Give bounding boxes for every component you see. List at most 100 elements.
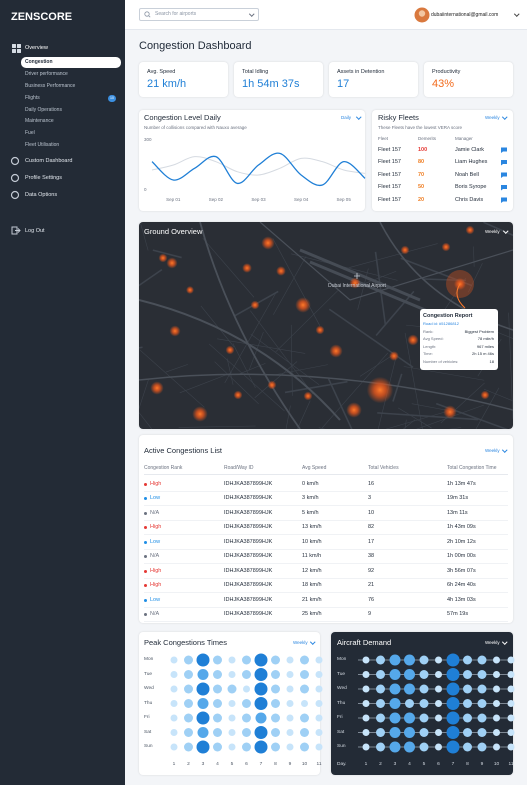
- submenu-item[interactable]: Driver performance: [25, 71, 68, 78]
- submenu-item[interactable]: Fleet Utilisation: [25, 142, 60, 148]
- submenu-item[interactable]: Fuel: [25, 130, 35, 137]
- manager-name: Liam Hughes: [455, 159, 488, 166]
- column-label: 1: [172, 762, 176, 768]
- period-dropdown[interactable]: Weekly: [485, 448, 500, 454]
- period-dropdown[interactable]: Weekly: [485, 229, 500, 235]
- active-menu-pill[interactable]: [21, 57, 121, 68]
- table-cell: 0 km/h: [302, 480, 319, 487]
- fleet-name: Fleet 157: [378, 184, 401, 191]
- table-cell: 5 km/h: [302, 509, 319, 516]
- report-label: Number of vehicles:: [423, 358, 459, 364]
- table-divider: [144, 474, 508, 475]
- card-title: Peak Congestions Times: [144, 638, 227, 648]
- search-box[interactable]: [139, 8, 259, 21]
- congestion-rank: High: [150, 524, 162, 531]
- kpi-card: [424, 62, 513, 97]
- x-tick-label: Sep 02: [208, 197, 224, 203]
- row-divider: [144, 534, 508, 535]
- row-divider: [144, 505, 508, 506]
- column-label: 9: [288, 762, 292, 768]
- day-label: Tue: [337, 671, 346, 677]
- fleet-name: Fleet 157: [378, 171, 401, 178]
- manager-name: Boris Syrope: [455, 184, 487, 191]
- menu-item[interactable]: Data Options: [25, 191, 58, 198]
- logo: ZENSCORE: [11, 11, 73, 24]
- congestion-rank: Low: [150, 596, 161, 603]
- column-label: 5: [230, 762, 234, 768]
- period-dropdown[interactable]: Weekly: [485, 115, 500, 121]
- period-dropdown[interactable]: Weekly: [485, 640, 500, 646]
- map-label: Dubai International Airport: [328, 282, 386, 289]
- table-cell: 3h 56m 07s: [447, 567, 476, 574]
- card-title: Risky Fleets: [378, 113, 419, 123]
- period-dropdown[interactable]: Weekly: [293, 640, 308, 646]
- page-title: Congestion Dashboard: [139, 40, 252, 53]
- submenu-item[interactable]: Flights: [25, 94, 40, 101]
- congestion-rank: Low: [150, 538, 161, 545]
- submenu-item[interactable]: Congestion: [25, 59, 53, 66]
- report-value: 967 miles: [476, 343, 494, 349]
- table-cell: 4h 13m 03s: [447, 596, 476, 603]
- table-cell: 11 km/h: [302, 553, 322, 560]
- table-cell: 19m 31s: [447, 495, 469, 502]
- y-tick-label: 300: [144, 137, 152, 143]
- kpi-value: 21 km/h: [147, 78, 187, 91]
- x-tick-label: Sep 03: [251, 197, 266, 203]
- row-divider: [144, 577, 508, 579]
- fleet-name: Fleet 157: [378, 159, 401, 166]
- rank-dot: [144, 613, 147, 616]
- menu-item[interactable]: Profile Settings: [25, 174, 62, 181]
- kpi-card: [329, 62, 418, 97]
- table-cell: 92: [368, 567, 375, 574]
- y-tick-label: 0: [144, 187, 147, 193]
- table-cell: 57m 19s: [447, 611, 469, 618]
- report-value: 78 mile/h: [477, 336, 494, 342]
- column-label: 11: [508, 762, 514, 768]
- day-label: Fri: [337, 715, 343, 721]
- day-label: Mon: [337, 657, 347, 663]
- rank-dot: [144, 497, 147, 500]
- menu-item[interactable]: Log Out: [25, 227, 45, 234]
- flights-badge: [108, 94, 116, 102]
- day-label: Sun: [337, 744, 346, 750]
- congestion-rank: Low: [150, 495, 161, 502]
- day-label: Thu: [337, 700, 346, 706]
- table-cell: 1h 13m 47s: [447, 480, 476, 487]
- table-cell: 3: [368, 495, 372, 502]
- row-divider: [144, 519, 508, 521]
- menu-item[interactable]: Overview: [25, 44, 48, 51]
- period-dropdown[interactable]: Daily: [341, 115, 352, 121]
- badge-count: 10: [110, 96, 114, 101]
- table-cell: 16: [368, 480, 375, 487]
- demerits: 100: [418, 146, 428, 153]
- card-title: Active Congestions List: [144, 446, 222, 456]
- menu-item[interactable]: Custom Dashboard: [25, 157, 73, 164]
- table-cell: 10 km/h: [302, 538, 322, 545]
- kpi-card: [139, 62, 228, 97]
- submenu-item[interactable]: Daily Operations: [25, 106, 62, 113]
- rank-dot: [144, 482, 147, 486]
- column-label: 6: [437, 762, 440, 768]
- card-subtitle: These Fleets have the lowest VERA score: [378, 124, 463, 130]
- congestion-rank: N/A: [150, 611, 160, 618]
- submenu-item[interactable]: Business Performance: [25, 83, 76, 89]
- column-label: 8: [466, 762, 469, 768]
- card-title: Ground Overview: [144, 227, 203, 237]
- table-cell: IDHJKA387899HJK: [224, 611, 273, 618]
- congestion-rank: High: [150, 582, 162, 589]
- table-cell: 38: [368, 553, 375, 560]
- rank-dot: [144, 511, 147, 515]
- day-label: Wed: [144, 686, 154, 692]
- submenu-item[interactable]: Maintenance: [25, 118, 54, 125]
- row-divider: [144, 490, 508, 492]
- kpi-label: Assets in Detention: [337, 69, 385, 76]
- table-cell: 17: [368, 538, 375, 545]
- kpi-label: Avg. Speed: [147, 69, 176, 76]
- rank-dot: [144, 526, 147, 529]
- congestion-rank: High: [150, 567, 162, 574]
- column-label: 10: [301, 762, 308, 768]
- day-label: Tue: [144, 671, 153, 677]
- day-label: Thu: [144, 700, 153, 706]
- table-cell: IDHJKA387899HJK: [224, 596, 273, 603]
- day-label: Sat: [337, 729, 345, 735]
